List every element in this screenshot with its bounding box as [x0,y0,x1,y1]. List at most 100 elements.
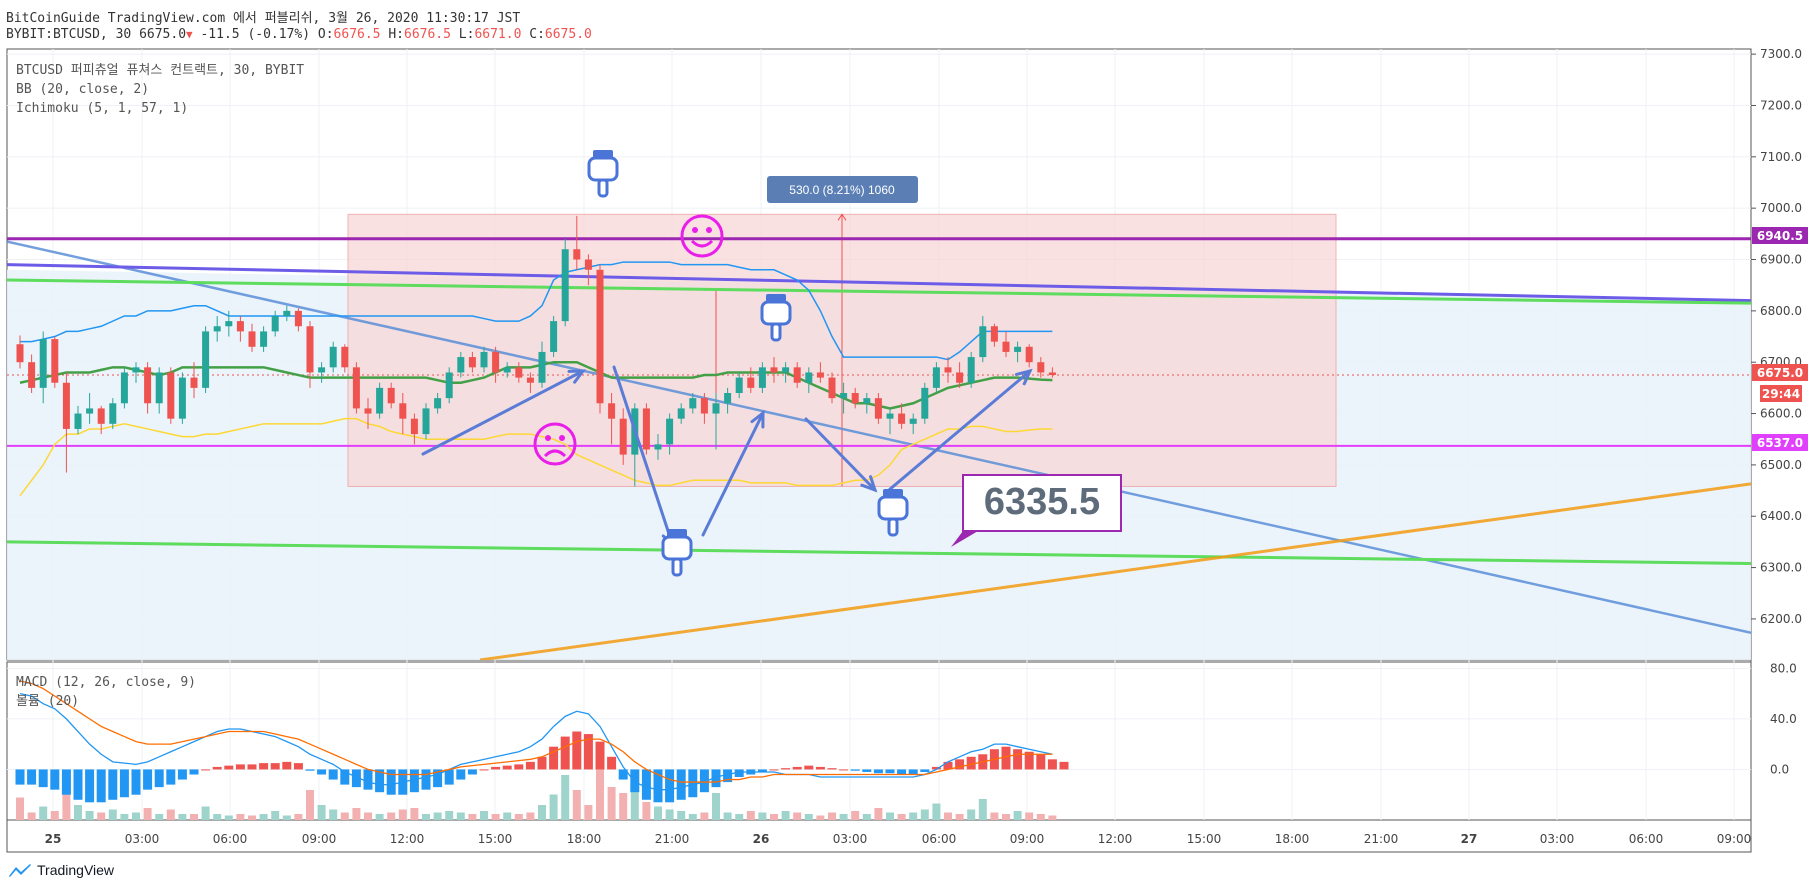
volume-bar [62,790,71,820]
ichimoku-legend: Ichimoku (5, 1, 57, 1) [16,101,188,116]
footer-brand[interactable]: TradingView [8,862,114,878]
candle-up [283,310,291,316]
candle-down [990,326,998,342]
volume-bar [688,814,697,820]
candle-up [979,326,987,358]
macd-hist-bar [525,761,535,770]
macd-hist-bar [560,736,570,770]
candle-down [584,259,592,270]
x-tick-label: 09:00 [1717,832,1752,846]
x-tick-label: 06:00 [922,832,957,846]
arrow-up-2-head [750,409,765,429]
macd-hist-bar [931,766,941,770]
volume-bar [978,799,987,820]
macd-hist-bar [224,765,234,770]
arrow-down-1 [612,365,675,548]
macd-hist-bar [50,769,60,790]
candle-down [16,344,24,363]
volume-bar [920,809,929,820]
volume-bar [143,808,152,820]
price-callout[interactable]: 6335.5 [951,474,1122,547]
candle-up [109,403,117,424]
x-tick-label: 06:00 [213,832,248,846]
x-tick-label: 18:00 [1275,832,1310,846]
macd-hist-bar [1001,746,1011,770]
candle-up [329,346,337,368]
macd-hist-bar [154,769,164,788]
symbol-prefix: BYBIT:BTCUSD, 30 [6,27,140,42]
volume-bar [654,806,662,820]
candle-up [724,393,732,404]
candle-up [538,351,546,383]
measure-label[interactable]: 530.0 (8.21%) 1060 [767,176,918,203]
macd-hist-bar [328,769,338,780]
candle-up [805,372,813,383]
volume-bar [108,809,117,820]
candle-down [492,351,500,373]
candle-down [248,331,256,347]
measure-arrowhead [837,213,847,221]
volume-bar [793,812,802,820]
bb-legend: BB (20, close, 2) [16,82,149,97]
arrow-up-3-head [1014,368,1033,386]
candle-up [271,315,279,332]
green-upper-line [7,278,1751,305]
macd-hist-bar [456,769,466,780]
time-axis[interactable] [6,819,1752,853]
macd-hist-bar [734,769,744,778]
volume-bar [596,767,604,820]
volume-bar [178,814,187,820]
candle-down [1048,372,1056,376]
time-axis-labels[interactable]: 25 03:00 06:00 09:00 12:00 15:00 18:00 21:00 26 0… [45,832,1752,846]
macd-hist-bar [444,769,454,785]
macd-hist-bar [607,756,617,770]
price-axis[interactable]: 7300.07200.07100.07000.06900.06800.06700… [1751,47,1802,776]
volume-bar [897,814,906,820]
volume-bar [224,815,233,820]
x-tick-label: 09:00 [302,832,337,846]
tag-6940: 6940.5 [1752,227,1808,244]
macd-hist-bar [305,769,315,771]
candle-down [898,413,906,424]
volume-bar [120,814,129,820]
y-tick-label: 6400.0 [1760,509,1802,523]
macd-hist-bar [572,731,582,770]
candle-down [874,398,882,419]
volume-bar [468,814,477,820]
candle-up [480,351,488,368]
volume-bar [201,806,210,820]
candle-up [445,372,453,399]
volume-bar [259,814,268,820]
y-tick-label: 6300.0 [1760,561,1802,575]
x-tick-label: 15:00 [1187,832,1222,846]
candle-down [144,367,152,404]
candle-up [318,367,326,373]
macd-hist-bar [201,769,211,771]
macd-pane[interactable] [6,661,1752,821]
macd-hist-bar [479,769,489,771]
macd-hist-bar [699,769,709,793]
candle-up [758,367,766,388]
macd-line [19,692,1053,791]
ascending-trendline [479,482,1751,660]
macd-hist-bar [618,769,628,780]
candle-down [747,377,755,388]
x-tick-label: 03:00 [125,832,160,846]
volume-bar [1013,811,1022,820]
candle-down [190,377,198,388]
volume-bar [746,811,755,820]
candle-up [457,357,465,373]
volume-bar [538,805,546,820]
candle-up [434,398,442,409]
arrow-up-3 [887,369,1032,492]
macd-hist-bar [73,769,83,800]
volume-bar [642,802,651,820]
volume-bar [166,809,175,820]
macd-hist-bar [1059,761,1069,770]
macd-hist-bar [235,764,245,770]
macd-hist-bar [514,764,524,770]
volume-bar [932,803,941,820]
candle-down [700,398,708,414]
candle-up [550,321,558,352]
